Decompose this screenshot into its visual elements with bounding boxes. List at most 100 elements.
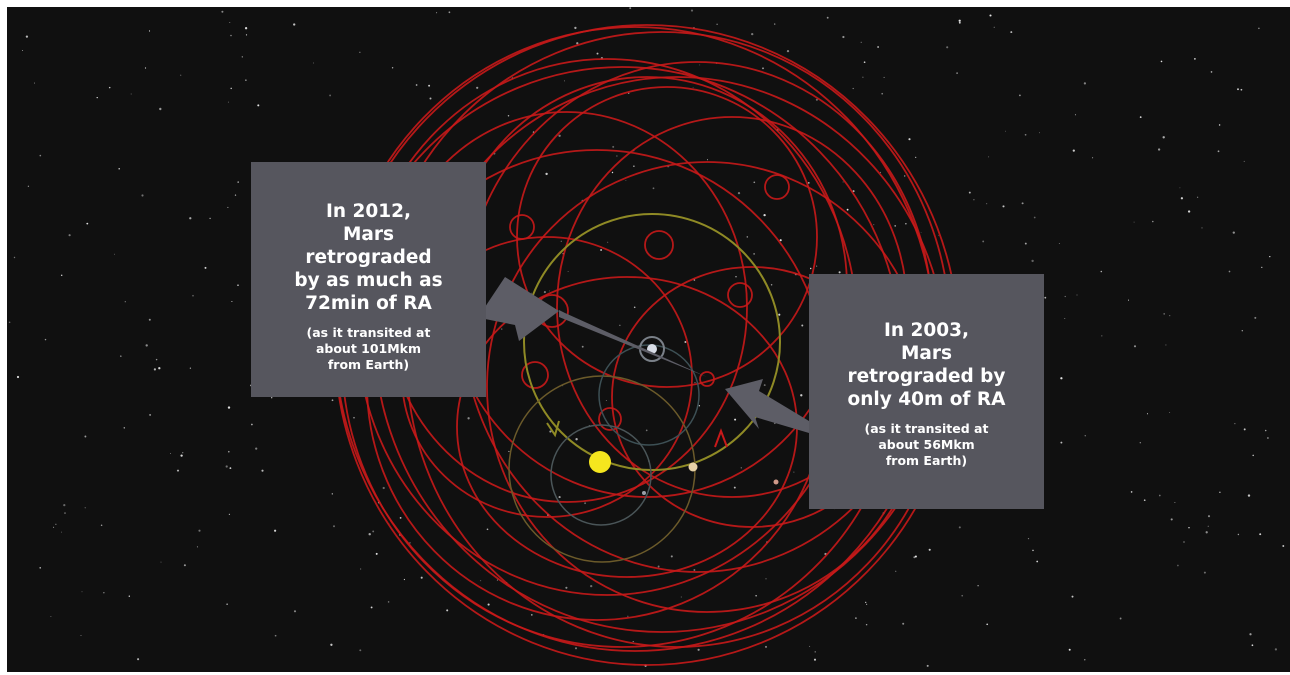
star bbox=[1119, 617, 1122, 620]
star bbox=[746, 236, 749, 238]
star bbox=[1100, 270, 1103, 273]
star bbox=[1194, 58, 1196, 60]
star bbox=[1133, 345, 1137, 348]
star bbox=[1237, 533, 1240, 536]
star bbox=[1127, 299, 1130, 301]
star bbox=[86, 222, 89, 225]
star bbox=[881, 92, 884, 95]
retrograde-loop bbox=[764, 174, 790, 200]
star bbox=[826, 16, 829, 19]
star bbox=[698, 405, 701, 407]
star bbox=[1259, 533, 1262, 536]
star bbox=[234, 194, 237, 196]
star bbox=[1219, 491, 1221, 493]
star bbox=[189, 217, 192, 220]
star bbox=[855, 617, 857, 619]
star bbox=[446, 609, 449, 612]
star bbox=[809, 267, 812, 270]
retrograde-loop bbox=[644, 230, 674, 260]
star bbox=[382, 486, 385, 490]
star bbox=[584, 502, 587, 505]
star bbox=[629, 7, 632, 10]
star bbox=[508, 450, 510, 452]
star bbox=[1002, 205, 1005, 208]
star bbox=[153, 368, 157, 371]
star bbox=[877, 46, 879, 48]
star bbox=[988, 156, 990, 158]
star bbox=[1032, 549, 1034, 552]
star bbox=[331, 399, 334, 402]
star bbox=[1258, 27, 1260, 30]
star bbox=[370, 606, 373, 609]
star bbox=[873, 224, 875, 226]
star bbox=[600, 249, 603, 251]
star bbox=[883, 76, 885, 78]
star bbox=[860, 41, 862, 43]
star bbox=[237, 284, 239, 287]
star bbox=[1060, 441, 1063, 444]
star bbox=[755, 595, 757, 597]
star-field bbox=[8, 7, 1285, 667]
star bbox=[501, 328, 503, 330]
callout-2012: In 2012, Mars retrograded by as much as … bbox=[251, 162, 486, 397]
star bbox=[486, 528, 489, 531]
star bbox=[612, 145, 615, 148]
star bbox=[915, 156, 917, 159]
star bbox=[762, 67, 764, 70]
star bbox=[1064, 295, 1066, 298]
star bbox=[735, 276, 737, 278]
star bbox=[63, 503, 66, 507]
star bbox=[558, 496, 561, 499]
pointer-2012 bbox=[485, 277, 559, 341]
star bbox=[770, 283, 773, 286]
star bbox=[852, 87, 854, 90]
star bbox=[255, 447, 258, 450]
callout-2003: In 2003, Mars retrograded by only 40m of… bbox=[809, 274, 1044, 509]
star bbox=[1179, 187, 1181, 189]
star bbox=[130, 93, 132, 95]
star bbox=[645, 429, 648, 432]
star bbox=[176, 469, 180, 472]
star bbox=[575, 438, 578, 441]
star bbox=[1076, 294, 1078, 296]
star bbox=[330, 643, 333, 646]
star bbox=[436, 12, 438, 14]
star bbox=[902, 622, 905, 625]
star bbox=[261, 469, 264, 472]
star bbox=[913, 556, 916, 559]
star bbox=[1177, 564, 1179, 567]
star bbox=[81, 591, 83, 593]
star bbox=[198, 529, 201, 532]
star bbox=[632, 641, 634, 643]
star bbox=[209, 217, 211, 220]
star bbox=[245, 79, 247, 81]
star bbox=[914, 555, 917, 558]
star bbox=[814, 651, 816, 653]
star bbox=[420, 576, 423, 579]
star bbox=[225, 465, 228, 468]
star bbox=[192, 294, 194, 297]
star bbox=[1170, 518, 1173, 521]
star bbox=[228, 450, 230, 453]
star bbox=[293, 610, 297, 613]
star bbox=[331, 493, 333, 495]
star bbox=[1101, 335, 1103, 337]
star bbox=[1240, 88, 1243, 91]
star bbox=[1237, 88, 1239, 91]
star bbox=[842, 181, 844, 183]
star bbox=[144, 67, 147, 69]
star bbox=[774, 23, 776, 25]
star bbox=[507, 115, 510, 117]
venus-orbit bbox=[550, 424, 652, 526]
star bbox=[230, 34, 232, 37]
star bbox=[751, 32, 754, 36]
star bbox=[793, 471, 795, 473]
star bbox=[865, 623, 868, 626]
star bbox=[1201, 227, 1203, 229]
star bbox=[1068, 648, 1071, 651]
star bbox=[1249, 633, 1252, 636]
star bbox=[596, 52, 599, 55]
star bbox=[1169, 315, 1171, 317]
star bbox=[753, 181, 756, 184]
star bbox=[693, 569, 696, 571]
